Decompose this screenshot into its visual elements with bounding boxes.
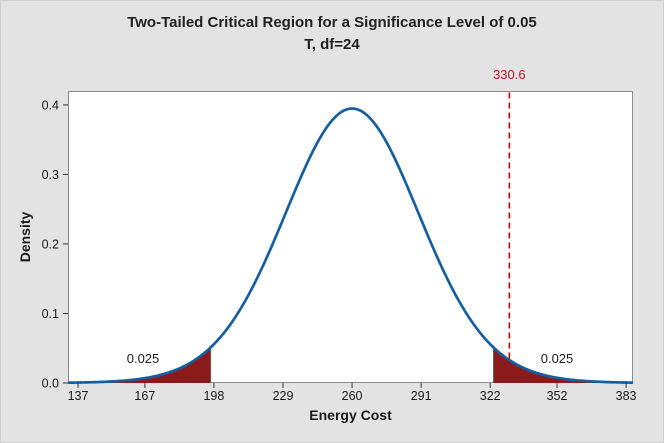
x-tick-label: 229	[273, 389, 294, 403]
x-tick-label: 137	[68, 389, 89, 403]
plot-area: 137 167 198 229 260 291 322 352 383 0.0 0.1 0.2 0.3 0…	[42, 91, 637, 403]
x-tick-label: 352	[547, 389, 568, 403]
y-tick-label: 0.2	[42, 237, 59, 251]
y-tick-label: 0.4	[42, 98, 59, 112]
y-tick-label: 0.0	[42, 377, 59, 391]
x-tick-label: 198	[203, 389, 224, 403]
density-curve	[67, 107, 634, 385]
right-critical-region-fill	[493, 347, 633, 383]
y-axis-title: Density	[17, 211, 33, 263]
x-tick-label: 322	[480, 389, 501, 403]
x-tick-label: 260	[342, 389, 363, 403]
x-tick-label: 291	[411, 389, 432, 403]
x-tick-label: 167	[134, 389, 155, 403]
right-tail-probability-label: 0.025	[540, 351, 574, 366]
left-critical-region-fill	[68, 347, 211, 383]
chart-subtitle: T, df=24	[304, 36, 360, 53]
x-axis-title: Energy Cost	[309, 407, 392, 423]
y-tick-label: 0.3	[42, 168, 59, 182]
chart-title: Two-Tailed Critical Region for a Signifi…	[127, 14, 537, 31]
x-tick-label: 383	[616, 389, 637, 403]
reference-line-label: 330.6	[493, 67, 526, 82]
left-tail-probability-label: 0.025	[126, 351, 160, 366]
plot-background	[68, 91, 633, 383]
y-tick-label: 0.1	[42, 307, 59, 321]
